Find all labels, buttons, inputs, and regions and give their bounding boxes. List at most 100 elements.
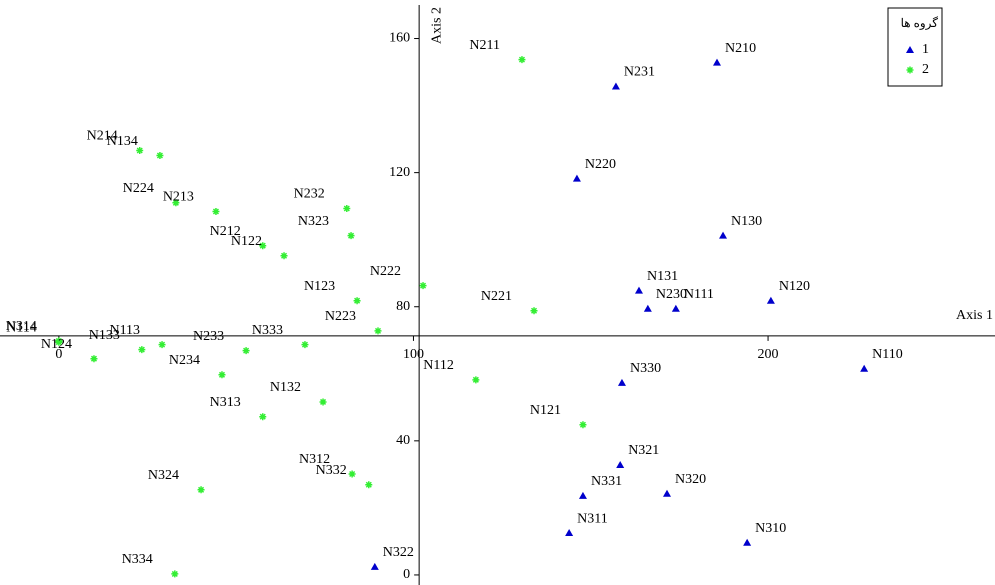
legend-box [887, 7, 943, 87]
point-label: N321 [628, 443, 659, 458]
point [712, 58, 721, 66]
point [347, 232, 355, 240]
legend-marker [906, 66, 914, 74]
point-label: N231 [624, 65, 655, 80]
point-label: N314 [6, 319, 37, 334]
point [212, 208, 220, 216]
point-label: N313 [210, 395, 241, 410]
point [138, 346, 146, 354]
x-tick-label: 200 [758, 347, 779, 362]
point [136, 147, 144, 155]
y-tick-label: 80 [396, 299, 410, 314]
point-label: N214 [87, 129, 118, 144]
point-label: N234 [169, 353, 200, 368]
point-label: N213 [163, 190, 194, 205]
point [171, 570, 179, 578]
point [472, 376, 480, 384]
y-tick-label: 120 [389, 165, 410, 180]
point [616, 460, 625, 468]
point-label: N334 [122, 552, 153, 567]
point-label: N132 [270, 380, 301, 395]
point-label: N222 [370, 264, 401, 279]
point-label: N130 [731, 214, 762, 229]
point-label: N133 [89, 328, 120, 343]
y-axis-label: Axis 2 [429, 7, 444, 44]
point-label: N220 [585, 157, 616, 172]
y-tick-label: 40 [396, 433, 410, 448]
point [860, 364, 869, 372]
point-label: N112 [423, 358, 454, 373]
point-label: N111 [684, 287, 714, 302]
legend-title: گروه ها [901, 16, 939, 30]
point [197, 486, 205, 494]
point [259, 242, 267, 250]
point [611, 82, 620, 90]
point-label: N233 [193, 329, 224, 344]
point-label: N232 [294, 187, 325, 202]
point-label: N221 [481, 289, 512, 304]
point-label: N110 [872, 347, 903, 362]
point-label: N224 [123, 181, 154, 196]
y-tick-label: 160 [389, 31, 410, 46]
point [319, 398, 327, 406]
point-label: N312 [299, 452, 330, 467]
point [419, 282, 427, 290]
point [572, 174, 581, 182]
point-label: N121 [530, 403, 561, 418]
point-label: N124 [41, 337, 72, 352]
point-label: N134 [107, 134, 138, 149]
point-label: N120 [779, 279, 810, 294]
point-label: N212 [210, 224, 241, 239]
point [617, 378, 626, 386]
point [259, 413, 267, 421]
point-label: N210 [725, 41, 756, 56]
point-label: N114 [6, 320, 37, 335]
point-label: N311 [577, 511, 608, 526]
point-label: N131 [647, 269, 678, 284]
point [353, 297, 361, 305]
point-label: N310 [755, 521, 786, 536]
point-label: N230 [656, 287, 687, 302]
point-label: N331 [591, 474, 622, 489]
point-label: N324 [148, 468, 179, 483]
point-label: N123 [304, 279, 335, 294]
point [370, 562, 379, 570]
point [643, 304, 652, 312]
legend-marker [906, 46, 914, 53]
point [578, 491, 587, 499]
point [242, 347, 250, 355]
x-tick-label: 100 [403, 347, 424, 362]
point [530, 307, 538, 315]
point [218, 371, 226, 379]
point [156, 152, 164, 160]
point [565, 529, 574, 537]
point-label: N223 [325, 309, 356, 324]
point-label: N211 [469, 38, 500, 53]
point-label: N322 [383, 545, 414, 560]
point [365, 481, 373, 489]
point [301, 341, 309, 349]
point-label: N330 [630, 361, 661, 376]
point [518, 56, 526, 64]
legend: گروه ها 1 2 [887, 7, 943, 87]
point [634, 286, 643, 294]
point [90, 355, 98, 363]
point [343, 205, 351, 213]
x-tick-label: 0 [55, 347, 62, 362]
point [662, 489, 671, 497]
x-axis-label: Axis 1 [956, 308, 993, 323]
point-label: N113 [109, 323, 140, 338]
point [579, 421, 587, 429]
point-label: N122 [231, 234, 262, 249]
y-tick-label: 0 [403, 567, 410, 582]
point [719, 231, 728, 239]
point [671, 304, 680, 312]
legend-label: 1 [922, 42, 929, 57]
point [172, 199, 180, 207]
point [280, 252, 288, 260]
point-label: N320 [675, 472, 706, 487]
point [374, 327, 382, 335]
point-label: N333 [252, 323, 283, 338]
